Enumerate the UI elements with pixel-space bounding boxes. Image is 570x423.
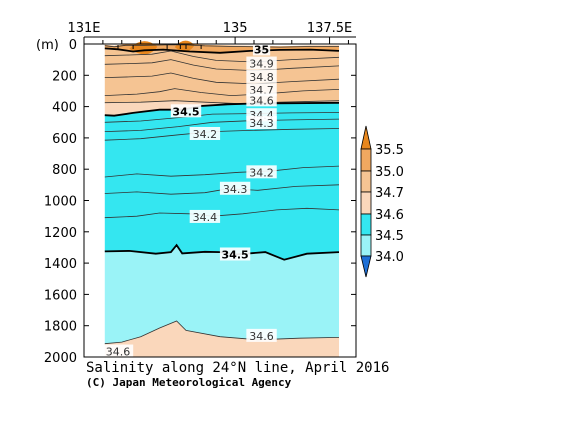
colorbar-band-1 bbox=[360, 170, 372, 193]
isohaline-34-7 bbox=[104, 88, 340, 97]
contour-label-14: 34.6 bbox=[102, 344, 134, 359]
contour-label-text: 34.4 bbox=[193, 211, 218, 224]
contour-label-text: 34.3 bbox=[223, 183, 248, 196]
isohaline-34-6 bbox=[104, 100, 340, 105]
x-axis: 131E 135 137.5E bbox=[67, 21, 356, 44]
contour-label-bg bbox=[246, 165, 277, 179]
y-tick-label-4: 800 bbox=[52, 163, 77, 178]
y-tick-label-1: 200 bbox=[52, 69, 77, 84]
colorbar-label-4: 34.5 bbox=[375, 229, 404, 244]
salinity-shading bbox=[104, 40, 339, 357]
contour-label-bg bbox=[102, 344, 134, 358]
y-tick-label-7: 1400 bbox=[44, 257, 77, 272]
contour-label-bg bbox=[252, 42, 271, 56]
colorbar-bottom-triangle bbox=[360, 255, 372, 278]
colorbar-top-triangle bbox=[360, 125, 372, 150]
chart-credit: (C) Japan Meteorological Agency bbox=[86, 376, 292, 389]
colorbar-label-1: 35.0 bbox=[375, 165, 404, 180]
isohaline-34-8 bbox=[104, 72, 340, 85]
colorbar-label-3: 34.6 bbox=[375, 208, 404, 223]
contour-label-text: 34.2 bbox=[249, 166, 274, 179]
contour-label-8: 34.2 bbox=[189, 126, 221, 141]
band-35-0 bbox=[104, 44, 339, 53]
colorbar-band-2 bbox=[360, 191, 372, 215]
colorbar-label-5: 34.0 bbox=[375, 250, 404, 265]
contour-label-text: 34.5 bbox=[172, 105, 199, 118]
contour-label-11: 34.4 bbox=[189, 209, 221, 224]
contour-label-text: 34.3 bbox=[249, 117, 274, 130]
contour-label-bg bbox=[246, 83, 277, 97]
isohaline-34-5-deep bbox=[104, 243, 340, 261]
contour-label-bg bbox=[246, 93, 277, 107]
contour-label-text: 34.5 bbox=[222, 248, 249, 261]
y-tick-label-0: 0 bbox=[69, 38, 77, 53]
band-34-7-upper bbox=[104, 48, 339, 96]
contour-label-13: 34.6 bbox=[246, 328, 277, 343]
contour-label-text: 34.9 bbox=[249, 58, 274, 71]
y-tick-label-9: 1800 bbox=[44, 320, 77, 335]
band-34-6 bbox=[104, 100, 339, 116]
y-tick-label-5: 1000 bbox=[44, 195, 77, 210]
isohaline-34-95 bbox=[104, 50, 340, 63]
band-deep-34-6 bbox=[104, 321, 339, 357]
isohaline-34-3-upper bbox=[104, 118, 340, 132]
y-tick-label-6: 1200 bbox=[44, 226, 77, 241]
isohaline-34-2-lower bbox=[104, 165, 340, 178]
colorbar-band-3 bbox=[360, 213, 372, 236]
isohaline-35 bbox=[104, 47, 340, 54]
band-34-7 bbox=[104, 88, 339, 104]
contour-label-2: 34.8 bbox=[246, 69, 277, 84]
x-tick-label-1: 135 bbox=[223, 21, 248, 36]
salinity-contours bbox=[104, 44, 340, 345]
y-tick-label-3: 600 bbox=[52, 132, 77, 147]
colorbar-label-2: 34.7 bbox=[375, 186, 404, 201]
x-tick-label-0: 131E bbox=[67, 21, 100, 36]
colorbar-band-0 bbox=[360, 148, 372, 172]
contour-label-4: 34.6 bbox=[246, 93, 277, 107]
isohaline-34-6-deep bbox=[104, 320, 340, 345]
contour-label-text: 34.2 bbox=[193, 128, 218, 141]
contour-label-1: 34.9 bbox=[246, 56, 277, 71]
contour-label-bg bbox=[170, 104, 202, 118]
contour-label-9: 34.2 bbox=[246, 165, 277, 179]
contour-label-text: 34.8 bbox=[249, 71, 274, 84]
contour-label-bg bbox=[219, 247, 251, 261]
contour-label-12: 34.5 bbox=[219, 247, 251, 261]
contour-label-bg bbox=[246, 56, 277, 70]
band-34-5-core bbox=[104, 102, 339, 260]
isohaline-34-9 bbox=[104, 59, 340, 72]
contour-label-text: 34.6 bbox=[106, 346, 131, 359]
y-tick-label-2: 400 bbox=[52, 101, 77, 116]
x-tick-label-2: 137.5E bbox=[307, 21, 352, 36]
y-tick-label-8: 1600 bbox=[44, 288, 77, 303]
chart-title: Salinity along 24°N line, April 2016 bbox=[86, 360, 389, 376]
contour-label-text: 34.6 bbox=[249, 94, 274, 107]
isohaline-34-3-lower bbox=[104, 184, 340, 195]
contour-label-bg bbox=[246, 328, 277, 342]
contour-label-bg bbox=[189, 209, 221, 223]
contour-label-bg bbox=[246, 116, 277, 130]
contour-label-bg bbox=[189, 126, 221, 140]
contour-label-10: 34.3 bbox=[219, 181, 251, 196]
surface-contour bbox=[104, 44, 339, 48]
colorbar-band-4 bbox=[360, 234, 372, 257]
contour-label-text: 35 bbox=[254, 43, 269, 56]
y-tick-label-10: 2000 bbox=[44, 351, 77, 366]
colorbar-label-0: 35.5 bbox=[375, 143, 404, 158]
isohaline-34-4-upper bbox=[104, 112, 340, 123]
colorbar: 35.5 35.0 34.7 34.6 34.5 34.0 bbox=[360, 125, 404, 278]
y-axis: 0 200 400 600 800 1000 1200 1400 1600 1800 2000 bbox=[44, 38, 356, 366]
y-axis-unit: (m) bbox=[36, 38, 59, 53]
contour-label-0: 35 bbox=[252, 42, 271, 56]
cell-35-5-b bbox=[174, 40, 195, 52]
contour-label-5: 34.5 bbox=[170, 104, 202, 118]
contour-label-bg bbox=[246, 69, 277, 83]
contour-label-bg bbox=[219, 181, 251, 195]
contour-label-7: 34.3 bbox=[246, 116, 277, 130]
contour-label-text: 34.6 bbox=[249, 330, 274, 343]
